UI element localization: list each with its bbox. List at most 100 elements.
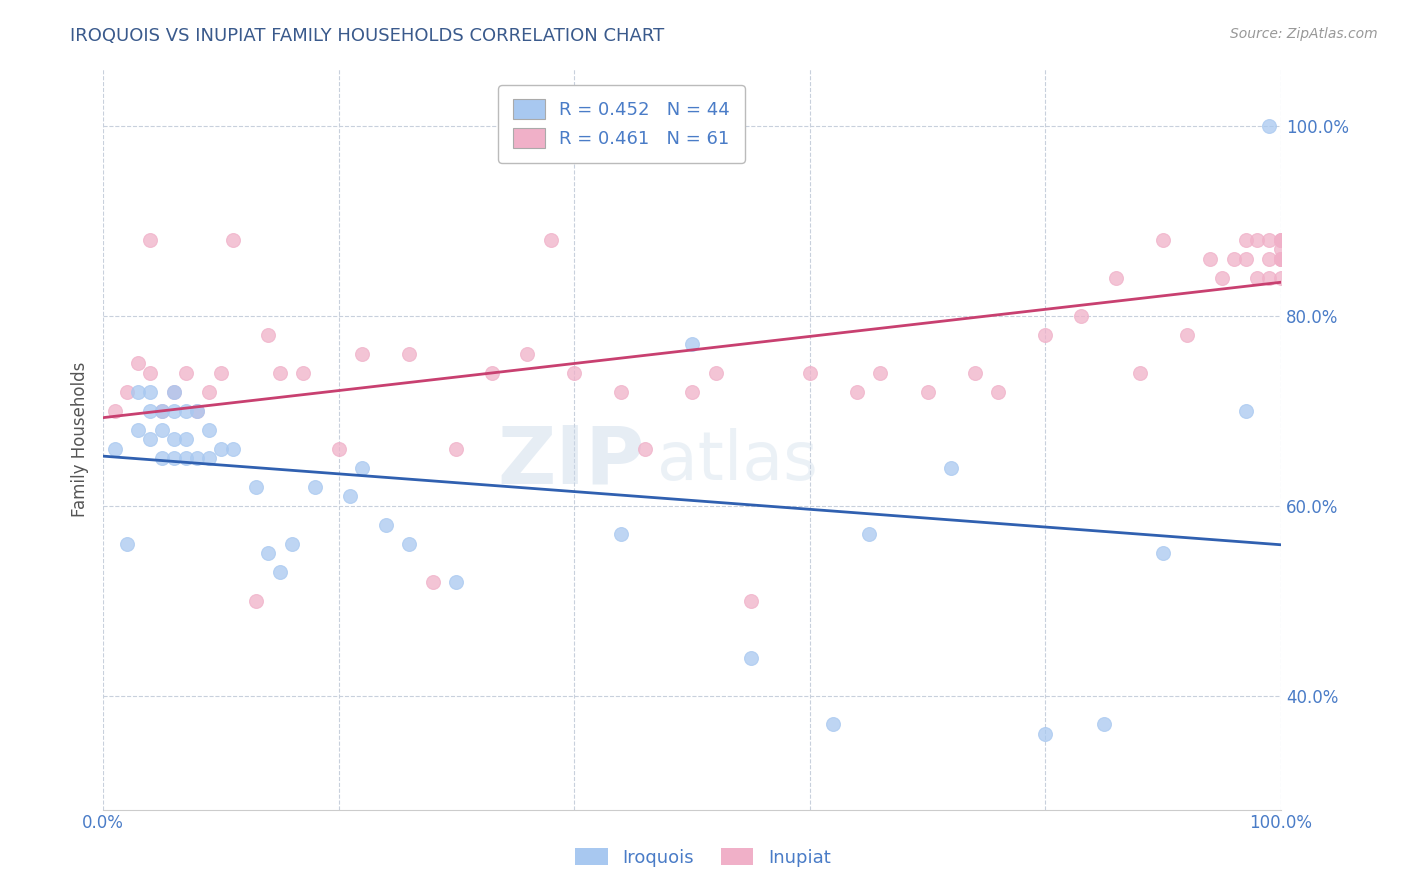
Point	[127, 423, 149, 437]
Point	[941, 460, 963, 475]
Point	[681, 337, 703, 351]
Point	[174, 432, 197, 446]
Point	[1199, 252, 1222, 266]
Point	[245, 479, 267, 493]
Point	[257, 546, 280, 560]
Point	[740, 593, 762, 607]
Point	[1270, 252, 1292, 266]
Point	[562, 366, 585, 380]
Point	[1270, 233, 1292, 247]
Point	[1270, 252, 1292, 266]
Point	[257, 327, 280, 342]
Point	[209, 366, 232, 380]
Point	[845, 384, 868, 399]
Point	[1258, 233, 1281, 247]
Point	[540, 233, 562, 247]
Point	[1270, 233, 1292, 247]
Point	[292, 366, 315, 380]
Point	[139, 384, 162, 399]
Point	[1105, 270, 1128, 285]
Point	[1211, 270, 1233, 285]
Point	[634, 442, 657, 456]
Point	[610, 527, 633, 541]
Point	[704, 366, 727, 380]
Point	[352, 346, 374, 360]
Text: atlas: atlas	[657, 428, 817, 494]
Point	[186, 403, 208, 417]
Point	[174, 450, 197, 465]
Point	[139, 366, 162, 380]
Point	[823, 717, 845, 731]
Point	[681, 384, 703, 399]
Point	[269, 565, 291, 579]
Point	[1258, 119, 1281, 133]
Point	[1270, 242, 1292, 256]
Text: IROQUOIS VS INUPIAT FAMILY HOUSEHOLDS CORRELATION CHART: IROQUOIS VS INUPIAT FAMILY HOUSEHOLDS CO…	[70, 27, 665, 45]
Point	[398, 346, 420, 360]
Point	[198, 423, 221, 437]
Point	[858, 527, 880, 541]
Point	[339, 489, 361, 503]
Point	[127, 384, 149, 399]
Point	[221, 233, 243, 247]
Point	[516, 346, 538, 360]
Point	[174, 403, 197, 417]
Point	[1129, 366, 1152, 380]
Point	[1035, 726, 1057, 740]
Point	[1270, 252, 1292, 266]
Point	[163, 403, 186, 417]
Point	[917, 384, 939, 399]
Point	[1270, 252, 1292, 266]
Point	[869, 366, 891, 380]
Point	[221, 442, 243, 456]
Point	[1092, 717, 1115, 731]
Point	[269, 366, 291, 380]
Point	[150, 450, 173, 465]
Point	[1152, 233, 1174, 247]
Point	[245, 593, 267, 607]
Point	[987, 384, 1010, 399]
Text: Source: ZipAtlas.com: Source: ZipAtlas.com	[1230, 27, 1378, 41]
Point	[186, 403, 208, 417]
Point	[1070, 309, 1092, 323]
Point	[163, 384, 186, 399]
Point	[398, 536, 420, 550]
Point	[1152, 546, 1174, 560]
Point	[1234, 233, 1257, 247]
Point	[374, 517, 396, 532]
Point	[963, 366, 986, 380]
Point	[446, 442, 468, 456]
Point	[198, 450, 221, 465]
Point	[163, 384, 186, 399]
Point	[280, 536, 302, 550]
Point	[139, 233, 162, 247]
Point	[163, 432, 186, 446]
Point	[209, 442, 232, 456]
Text: ZIP: ZIP	[498, 422, 645, 500]
Point	[1234, 403, 1257, 417]
Point	[104, 403, 127, 417]
Point	[163, 450, 186, 465]
Point	[150, 403, 173, 417]
Point	[1258, 252, 1281, 266]
Point	[150, 423, 173, 437]
Point	[422, 574, 444, 589]
Point	[115, 384, 138, 399]
Point	[481, 366, 503, 380]
Legend: Iroquois, Inupiat: Iroquois, Inupiat	[568, 841, 838, 874]
Point	[198, 384, 221, 399]
Point	[1234, 252, 1257, 266]
Point	[115, 536, 138, 550]
Point	[304, 479, 326, 493]
Point	[186, 450, 208, 465]
Point	[1258, 270, 1281, 285]
Point	[446, 574, 468, 589]
Point	[150, 403, 173, 417]
Point	[1270, 270, 1292, 285]
Point	[328, 442, 350, 456]
Point	[610, 384, 633, 399]
Point	[1175, 327, 1198, 342]
Point	[139, 432, 162, 446]
Point	[1246, 233, 1268, 247]
Y-axis label: Family Households: Family Households	[72, 361, 89, 516]
